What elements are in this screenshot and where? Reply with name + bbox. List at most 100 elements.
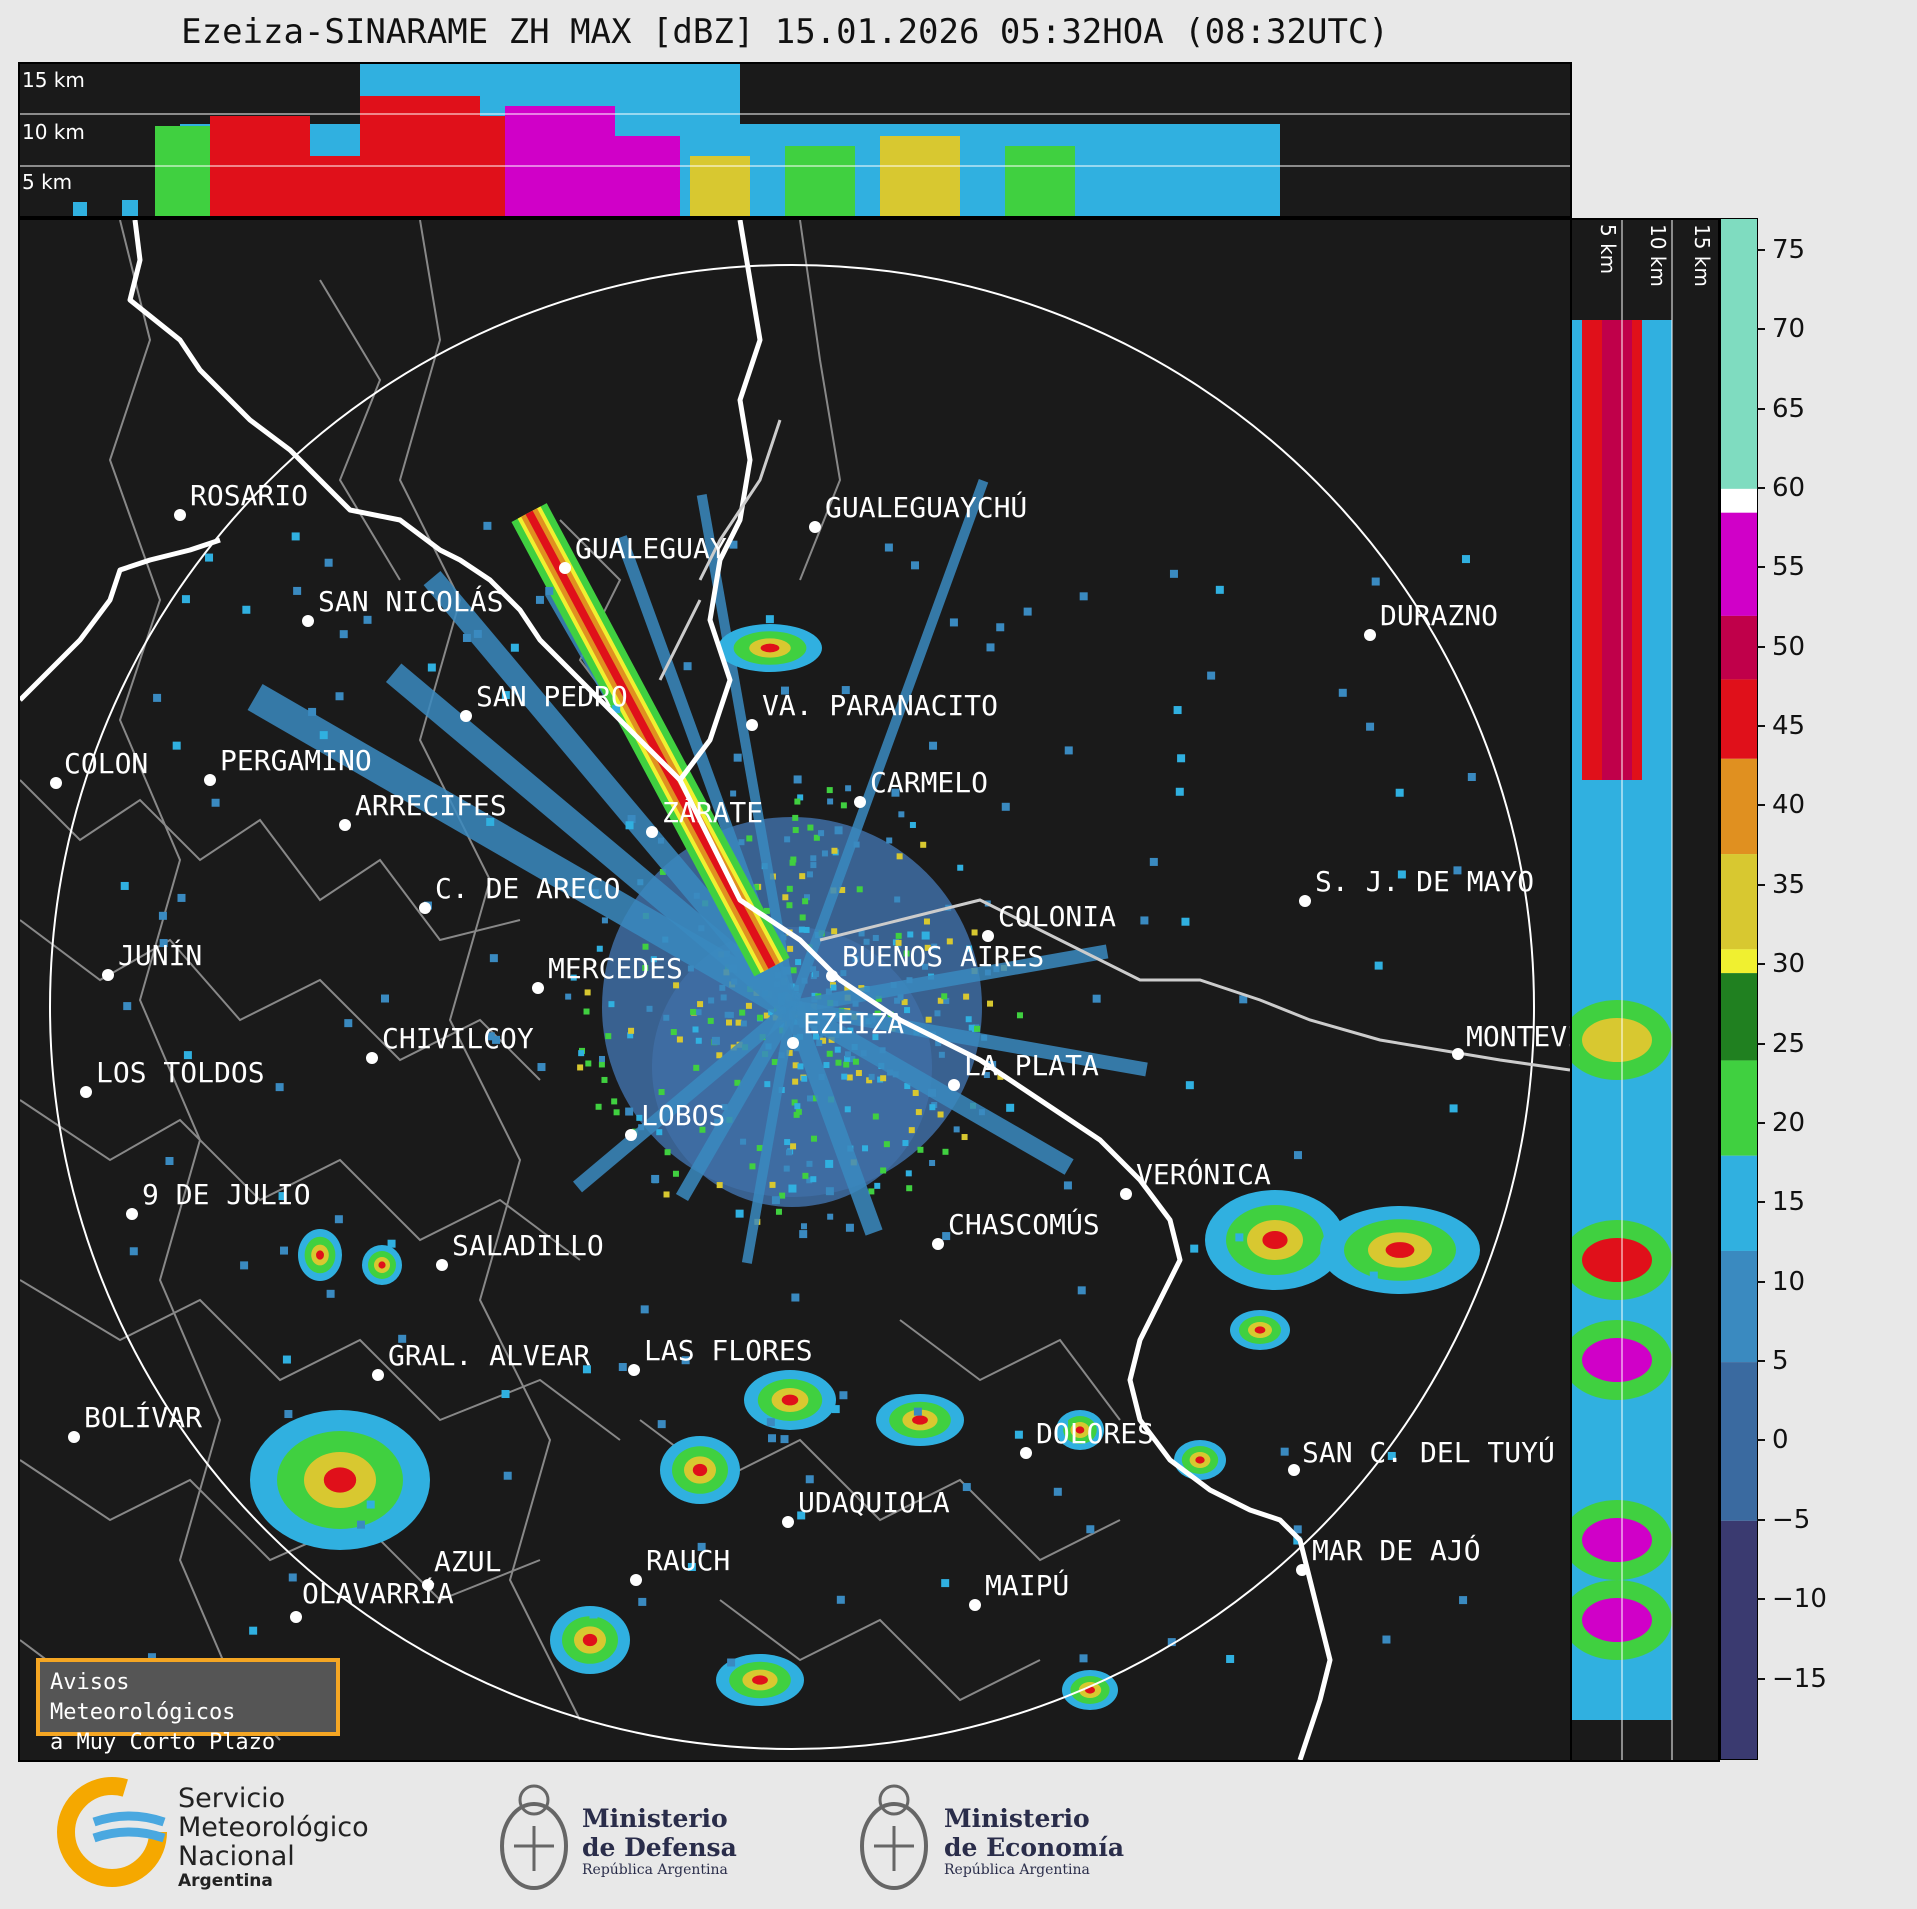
city-carmelo[interactable]: CARMELO bbox=[854, 766, 988, 808]
city-mercedes[interactable]: MERCEDES bbox=[532, 952, 683, 994]
city-marker bbox=[809, 521, 821, 533]
city-gualeguaych-[interactable]: GUALEGUAYCHÚ bbox=[809, 490, 1027, 533]
colorbar-tick-label: 40 bbox=[1772, 790, 1806, 821]
echo-dot bbox=[280, 1246, 289, 1255]
city-bol-var[interactable]: BOLÍVAR bbox=[68, 1400, 202, 1443]
alert-box[interactable]: Avisos Meteorológicos a Muy Corto Plazo bbox=[36, 1658, 340, 1755]
city-san-nicol-s[interactable]: SAN NICOLÁS bbox=[302, 584, 503, 627]
colorbar-band-1 bbox=[1721, 488, 1757, 513]
city-chivilcoy[interactable]: CHIVILCOY bbox=[366, 1022, 534, 1064]
city-san-pedro[interactable]: SAN PEDRO bbox=[460, 680, 628, 722]
city-saladillo[interactable]: SALADILLO bbox=[436, 1229, 604, 1271]
echo-dot bbox=[275, 1083, 284, 1092]
echo-speck bbox=[794, 1103, 801, 1110]
city-las-flores[interactable]: LAS FLORES bbox=[628, 1334, 813, 1376]
echo-speck bbox=[786, 1149, 793, 1156]
echo-cell-core bbox=[692, 1463, 708, 1477]
colorbar-band-7 bbox=[1721, 949, 1757, 974]
city-rauch[interactable]: RAUCH bbox=[630, 1544, 730, 1586]
city-maip-[interactable]: MAIPÚ bbox=[969, 1568, 1069, 1611]
echo-dot bbox=[729, 540, 738, 549]
echo-dot bbox=[1177, 754, 1186, 763]
city-olavarr-a[interactable]: OLAVARRÍA bbox=[290, 1576, 454, 1623]
echo-cell-core bbox=[1254, 1326, 1266, 1334]
echo-speck bbox=[974, 1025, 981, 1032]
city-buenos-aires[interactable]: BUENOS AIRES bbox=[826, 940, 1044, 982]
echo-speck bbox=[968, 1024, 975, 1031]
echo-speck bbox=[800, 1223, 807, 1230]
echo-spoke bbox=[247, 684, 800, 1020]
echo-dot bbox=[1079, 592, 1088, 601]
city-la-plata[interactable]: LA PLATA bbox=[948, 1049, 1099, 1091]
echo-speck bbox=[895, 932, 902, 939]
echo-speck bbox=[872, 1034, 879, 1041]
city-jun-n[interactable]: JUNÍN bbox=[102, 938, 202, 981]
echo-speck bbox=[858, 930, 865, 937]
echo-speck bbox=[823, 1062, 830, 1069]
city-gral-alvear[interactable]: GRAL. ALVEAR bbox=[372, 1339, 590, 1381]
city-colonia[interactable]: COLONIA bbox=[982, 900, 1116, 942]
colorbar-band-11 bbox=[1721, 1250, 1757, 1363]
city-chascom-s[interactable]: CHASCOMÚS bbox=[932, 1207, 1100, 1250]
echo-dot bbox=[590, 889, 599, 898]
city-va-paranacito[interactable]: VA. PARANACITO bbox=[746, 689, 998, 731]
city-ver-nica[interactable]: VERÓNICA bbox=[1120, 1157, 1271, 1200]
city-marker bbox=[204, 774, 216, 786]
echo-speck bbox=[904, 1007, 911, 1014]
echo-speck bbox=[797, 794, 804, 801]
city-9-de-julio[interactable]: 9 DE JULIO bbox=[126, 1178, 311, 1220]
city-durazno[interactable]: DURAZNO bbox=[1364, 599, 1498, 641]
smn-line4: Argentina bbox=[178, 1871, 273, 1891]
echo-speck bbox=[605, 1033, 612, 1040]
echo-dot bbox=[834, 826, 843, 835]
top-cross-section: 15 km 10 km 5 km bbox=[18, 62, 1572, 218]
city-arrecifes[interactable]: ARRECIFES bbox=[339, 789, 507, 831]
echo-speck bbox=[799, 914, 806, 921]
echo-dot bbox=[1293, 1525, 1302, 1534]
echo-speck bbox=[769, 1181, 776, 1188]
colorbar-band-6 bbox=[1721, 854, 1757, 950]
rivers bbox=[658, 419, 1570, 1072]
city-gualeguay[interactable]: GUALEGUAY bbox=[559, 532, 727, 574]
echo-dot bbox=[913, 1407, 922, 1416]
echo-dot bbox=[735, 1209, 744, 1218]
radar-map[interactable]: ROSARIO GUALEGUAYCHÚ GUALEGUAY SAN NICOLÁS D… bbox=[18, 218, 1572, 1762]
colorbar-tick-label: 20 bbox=[1772, 1107, 1806, 1138]
city-azul[interactable]: AZUL bbox=[422, 1545, 501, 1591]
city-marker bbox=[532, 982, 544, 994]
city-lobos[interactable]: LOBOS bbox=[625, 1099, 725, 1141]
echo-dot bbox=[501, 691, 510, 700]
city-san-c-del-tuy-[interactable]: SAN C. DEL TUYÚ bbox=[1288, 1435, 1555, 1476]
city-marker bbox=[628, 1364, 640, 1376]
echo-dot bbox=[825, 1187, 834, 1196]
city-colon[interactable]: COLON bbox=[50, 747, 148, 789]
city-z-rate[interactable]: ZÁRATE bbox=[646, 795, 763, 838]
city-udaquiola[interactable]: UDAQUIOLA bbox=[782, 1486, 950, 1528]
echo-speck bbox=[827, 798, 834, 805]
colorbar-tickmark bbox=[1757, 1518, 1765, 1521]
cities-layer: ROSARIO GUALEGUAYCHÚ GUALEGUAY SAN NICOLÁS D… bbox=[50, 479, 1570, 1623]
city-dolores[interactable]: DOLORES bbox=[1020, 1417, 1154, 1459]
city-rosario[interactable]: ROSARIO bbox=[174, 479, 308, 521]
city-s-j-de-mayo[interactable]: S. J. DE MAYO bbox=[1299, 865, 1534, 907]
echo-speck bbox=[849, 1056, 856, 1063]
echo-dot bbox=[793, 775, 802, 784]
echo-speck bbox=[906, 1185, 913, 1192]
city-marker bbox=[625, 1129, 637, 1141]
echo-speck bbox=[803, 926, 810, 933]
city-label: SALADILLO bbox=[452, 1229, 604, 1262]
city-montevideo[interactable]: MONTEVIDEO bbox=[1452, 1020, 1570, 1060]
echo-speck bbox=[613, 1109, 620, 1116]
echo-cell-core bbox=[1075, 1426, 1085, 1434]
city-c-de-areco[interactable]: C. DE ARECO bbox=[419, 872, 620, 914]
city-mar-de-aj-[interactable]: MAR DE AJÓ bbox=[1296, 1533, 1481, 1576]
echo-dot bbox=[211, 798, 220, 807]
city-label: VA. PARANACITO bbox=[762, 689, 998, 722]
city-label: S. J. DE MAYO bbox=[1315, 865, 1534, 898]
echo-speck bbox=[628, 1027, 635, 1034]
city-pergamino[interactable]: PERGAMINO bbox=[204, 744, 372, 786]
echo-dot bbox=[582, 1365, 591, 1374]
city-ezeiza[interactable]: EZEIZA bbox=[787, 1007, 904, 1049]
city-los-toldos[interactable]: LOS TOLDOS bbox=[80, 1056, 265, 1098]
echo-speck bbox=[786, 1049, 793, 1056]
